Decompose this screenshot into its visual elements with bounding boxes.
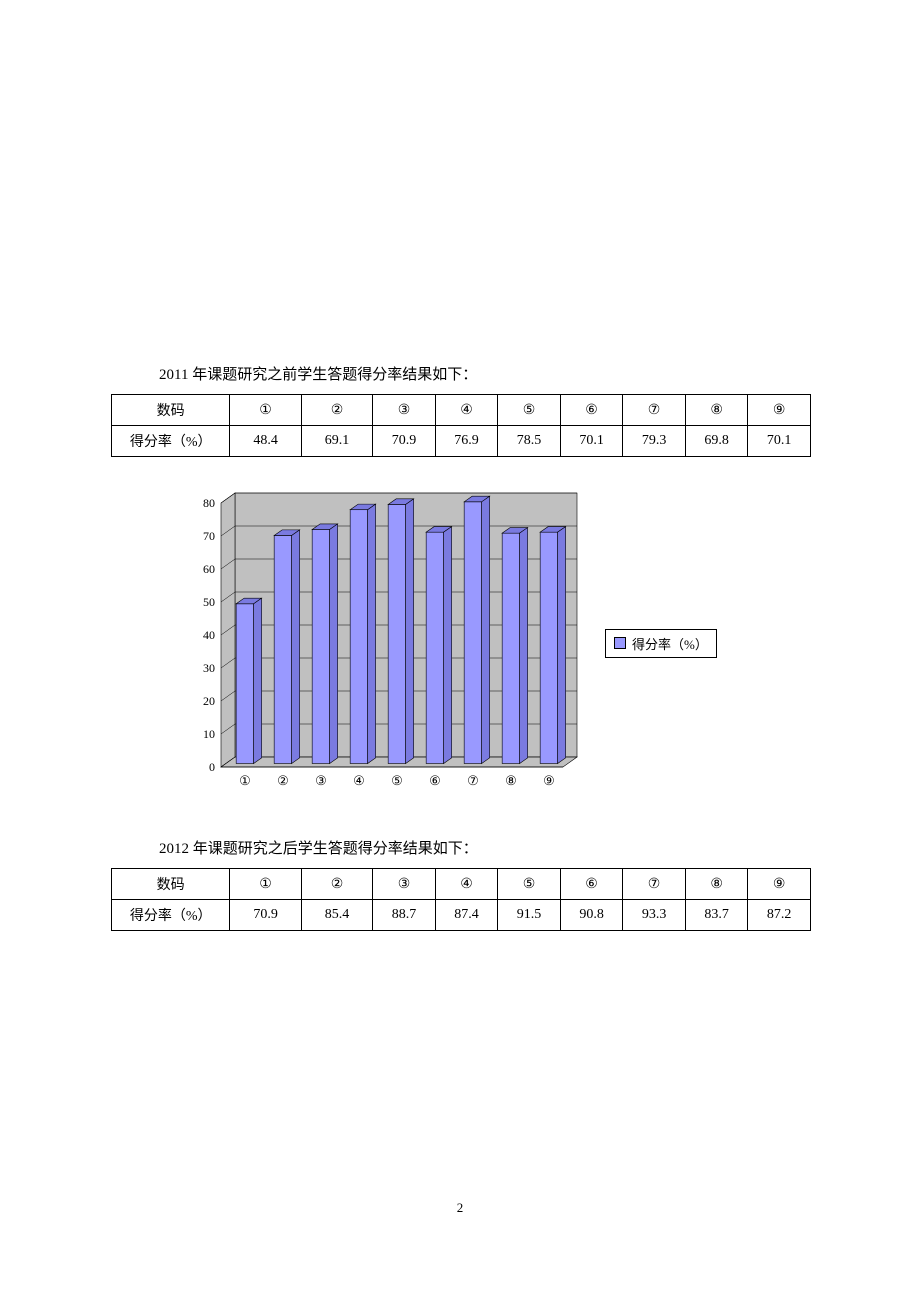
- table-cell: 69.1: [301, 426, 372, 457]
- svg-text:①: ①: [239, 773, 251, 788]
- table-cell: ⑤: [498, 395, 561, 426]
- table-cell: ②: [301, 869, 372, 900]
- legend-swatch: [614, 637, 626, 649]
- svg-text:0: 0: [209, 760, 215, 774]
- table-cell: ④: [435, 869, 498, 900]
- svg-text:30: 30: [203, 661, 215, 675]
- table-cell: 78.5: [498, 426, 561, 457]
- svg-text:50: 50: [203, 595, 215, 609]
- chart-legend: 得分率（%）: [605, 629, 717, 658]
- row-label: 数码: [112, 869, 230, 900]
- table-cell: 70.9: [373, 426, 436, 457]
- table-row: 数码 ① ② ③ ④ ⑤ ⑥ ⑦ ⑧ ⑨: [112, 869, 811, 900]
- svg-text:⑦: ⑦: [467, 773, 479, 788]
- table-cell: 90.8: [560, 900, 623, 931]
- table-cell: ②: [301, 395, 372, 426]
- svg-text:⑥: ⑥: [429, 773, 441, 788]
- svg-text:60: 60: [203, 562, 215, 576]
- table-row: 得分率（%） 48.4 69.1 70.9 76.9 78.5 70.1 79.…: [112, 426, 811, 457]
- table-cell: ⑧: [685, 395, 748, 426]
- row-label: 数码: [112, 395, 230, 426]
- svg-text:10: 10: [203, 727, 215, 741]
- svg-text:⑤: ⑤: [391, 773, 403, 788]
- table-row: 得分率（%） 70.9 85.4 88.7 87.4 91.5 90.8 93.…: [112, 900, 811, 931]
- svg-text:④: ④: [353, 773, 365, 788]
- table-cell: 91.5: [498, 900, 561, 931]
- svg-text:40: 40: [203, 628, 215, 642]
- section2-title: 2012 年课题研究之后学生答题得分率结果如下：: [159, 837, 811, 858]
- bar-chart-svg: 0 10 20 30 40 50 60 70 80 ① ② ③ ④ ⑤ ⑥ ⑦ ⑧ ⑨: [185, 485, 585, 801]
- table-2011: 数码 ① ② ③ ④ ⑤ ⑥ ⑦ ⑧ ⑨ 得分率（%） 48.4 69.1 70…: [111, 394, 811, 457]
- table-cell: ⑨: [748, 395, 811, 426]
- row-label: 得分率（%）: [112, 426, 230, 457]
- table-row: 数码 ① ② ③ ④ ⑤ ⑥ ⑦ ⑧ ⑨: [112, 395, 811, 426]
- table-cell: ①: [230, 395, 301, 426]
- table-2012: 数码 ① ② ③ ④ ⑤ ⑥ ⑦ ⑧ ⑨ 得分率（%） 70.9 85.4 88…: [111, 868, 811, 931]
- svg-text:20: 20: [203, 694, 215, 708]
- table-cell: 87.2: [748, 900, 811, 931]
- svg-text:⑨: ⑨: [543, 773, 555, 788]
- table-cell: 87.4: [435, 900, 498, 931]
- table-cell: 76.9: [435, 426, 498, 457]
- table-cell: ③: [373, 869, 436, 900]
- row-label: 得分率（%）: [112, 900, 230, 931]
- table-cell: ⑥: [560, 869, 623, 900]
- table-cell: 48.4: [230, 426, 301, 457]
- svg-text:②: ②: [277, 773, 289, 788]
- table-cell: ⑤: [498, 869, 561, 900]
- table-cell: 83.7: [685, 900, 748, 931]
- svg-text:70: 70: [203, 529, 215, 543]
- table-cell: 70.1: [748, 426, 811, 457]
- page-number: 2: [457, 1200, 464, 1216]
- table-cell: ①: [230, 869, 301, 900]
- table-cell: ④: [435, 395, 498, 426]
- table-cell: 93.3: [623, 900, 686, 931]
- table-cell: 70.9: [230, 900, 301, 931]
- table-cell: ⑧: [685, 869, 748, 900]
- chart-2011: 0 10 20 30 40 50 60 70 80 ① ② ③ ④ ⑤ ⑥ ⑦ ⑧ ⑨ 得分率（%）: [185, 485, 811, 801]
- svg-text:80: 80: [203, 496, 215, 510]
- table-cell: ⑨: [748, 869, 811, 900]
- table-cell: ⑦: [623, 395, 686, 426]
- table-cell: 70.1: [560, 426, 623, 457]
- table-cell: 79.3: [623, 426, 686, 457]
- legend-label: 得分率（%）: [632, 634, 708, 653]
- svg-text:③: ③: [315, 773, 327, 788]
- table-cell: 85.4: [301, 900, 372, 931]
- table-cell: ⑥: [560, 395, 623, 426]
- table-cell: 69.8: [685, 426, 748, 457]
- svg-text:⑧: ⑧: [505, 773, 517, 788]
- table-cell: ⑦: [623, 869, 686, 900]
- table-cell: ③: [373, 395, 436, 426]
- table-cell: 88.7: [373, 900, 436, 931]
- section1-title: 2011 年课题研究之前学生答题得分率结果如下：: [159, 363, 811, 384]
